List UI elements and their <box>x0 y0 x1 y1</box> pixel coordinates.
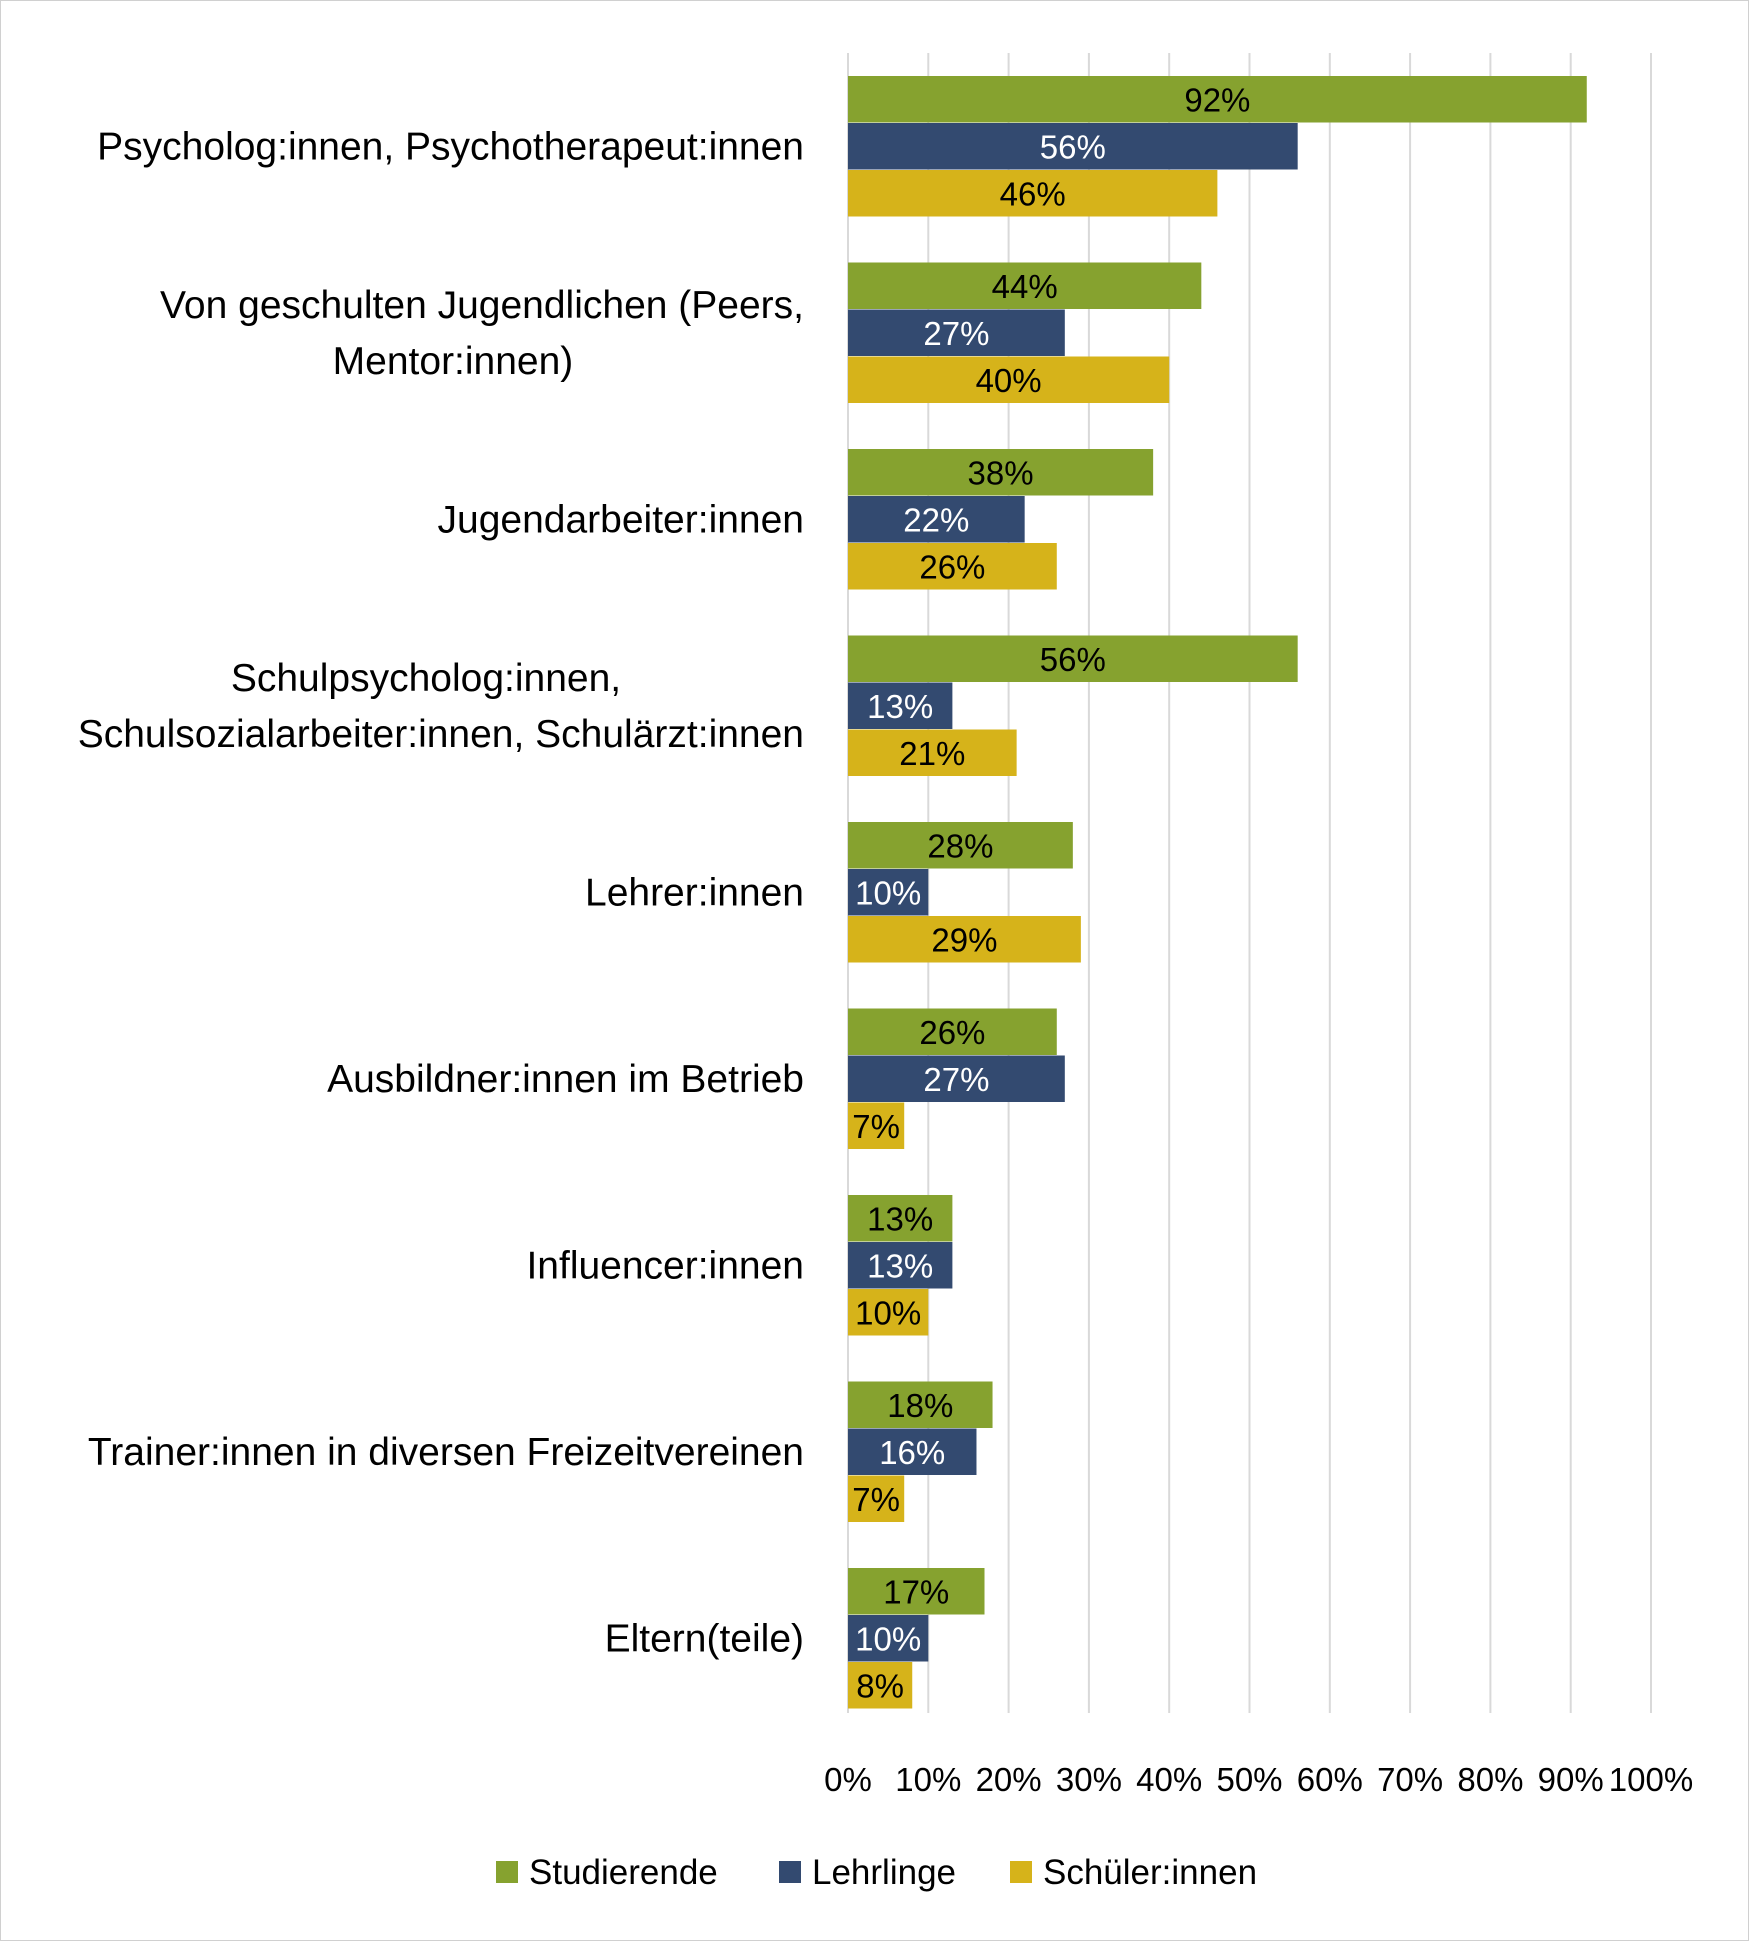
legend: Studierende Lehrlinge Schüler:innen <box>496 1853 1257 1892</box>
data-label: 29% <box>931 921 997 958</box>
data-label: 28% <box>927 827 993 864</box>
data-label: 16% <box>879 1434 945 1471</box>
data-labels: 92%56%46%44%27%40%38%22%26%56%13%21%28%1… <box>852 81 1250 1704</box>
x-tick-label: 90% <box>1538 1761 1604 1798</box>
bar <box>848 682 953 729</box>
category-label: Mentor:innen) <box>333 340 574 383</box>
bars <box>848 76 1587 1709</box>
bar <box>848 496 1025 543</box>
bar <box>848 916 1081 963</box>
category-labels: Psycholog:innen, Psychotherapeut:innen Vo… <box>78 125 804 1660</box>
category-label: Psycholog:innen, Psychotherapeut:innen <box>97 125 804 168</box>
data-label: 10% <box>855 1620 921 1657</box>
bar <box>848 1428 977 1475</box>
category-label: Schulsozialarbeiter:innen, Schulärzt:inn… <box>78 713 804 756</box>
legend-label: Studierende <box>529 1853 718 1892</box>
bar <box>848 309 1065 356</box>
category-label: Influencer:innen <box>526 1244 804 1287</box>
legend-label: Lehrlinge <box>812 1853 956 1892</box>
legend-swatch <box>496 1861 518 1883</box>
bar <box>848 170 1218 217</box>
bar <box>848 1615 929 1662</box>
bar <box>848 449 1154 496</box>
data-label: 7% <box>852 1481 900 1518</box>
data-label: 10% <box>855 874 921 911</box>
data-label: 26% <box>919 548 985 585</box>
bar <box>848 1055 1065 1102</box>
category-label: Trainer:innen in diversen Freizeitverein… <box>88 1431 804 1474</box>
category-label: Eltern(teile) <box>605 1617 804 1660</box>
data-label: 26% <box>919 1014 985 1051</box>
bar <box>848 123 1298 170</box>
bar <box>848 543 1057 590</box>
x-tick-label: 80% <box>1457 1761 1523 1798</box>
data-label: 56% <box>1040 641 1106 678</box>
data-label: 10% <box>855 1294 921 1331</box>
data-label: 17% <box>883 1573 949 1610</box>
x-tick-label: 20% <box>976 1761 1042 1798</box>
data-label: 13% <box>867 688 933 725</box>
category-label: Lehrer:innen <box>585 871 804 914</box>
data-label: 46% <box>1000 175 1066 212</box>
bar <box>848 1381 993 1428</box>
bar <box>848 1102 905 1149</box>
x-tick-label: 10% <box>895 1761 961 1798</box>
data-label: 18% <box>887 1387 953 1424</box>
bar <box>848 1195 953 1242</box>
bar <box>848 356 1170 403</box>
data-label: 27% <box>923 1061 989 1098</box>
category-label: Jugendarbeiter:innen <box>438 498 804 541</box>
data-label: 56% <box>1040 128 1106 165</box>
legend-swatch <box>779 1861 801 1883</box>
category-label: Von geschulten Jugendlichen (Peers, <box>160 284 804 327</box>
data-label: 13% <box>867 1200 933 1237</box>
data-label: 92% <box>1184 81 1250 118</box>
bar <box>848 729 1017 776</box>
x-tick-label: 100% <box>1609 1761 1693 1798</box>
x-tick-label: 60% <box>1297 1761 1363 1798</box>
bar <box>848 262 1202 309</box>
data-label: 27% <box>923 315 989 352</box>
bar <box>848 1008 1057 1055</box>
data-label: 44% <box>992 268 1058 305</box>
category-label: Ausbildner:innen im Betrieb <box>327 1058 804 1101</box>
data-label: 13% <box>867 1247 933 1284</box>
data-label: 8% <box>856 1667 904 1704</box>
x-tick-label: 70% <box>1377 1761 1443 1798</box>
bar <box>848 1568 985 1615</box>
data-label: 22% <box>903 501 969 538</box>
x-tick-label: 0% <box>824 1761 872 1798</box>
data-label: 38% <box>968 454 1034 491</box>
bar <box>848 1242 953 1289</box>
data-label: 40% <box>976 362 1042 399</box>
x-tick-label: 40% <box>1136 1761 1202 1798</box>
x-tick-label: 30% <box>1056 1761 1122 1798</box>
legend-swatch <box>1010 1861 1032 1883</box>
category-label: Schulpsycholog:innen, <box>231 657 621 700</box>
bar <box>848 822 1073 869</box>
bar <box>848 1662 913 1709</box>
bar <box>848 869 929 916</box>
bar <box>848 76 1587 123</box>
data-label: 7% <box>852 1108 900 1145</box>
x-tick-label: 50% <box>1216 1761 1282 1798</box>
bar <box>848 635 1298 682</box>
bar <box>848 1289 929 1336</box>
x-axis-ticks: 0% 10% 20% 30% 40% 50% 60% 70% 80% 90% 100% <box>824 1761 1693 1798</box>
legend-label: Schüler:innen <box>1043 1853 1257 1892</box>
data-label: 21% <box>899 735 965 772</box>
bar <box>848 1475 905 1522</box>
